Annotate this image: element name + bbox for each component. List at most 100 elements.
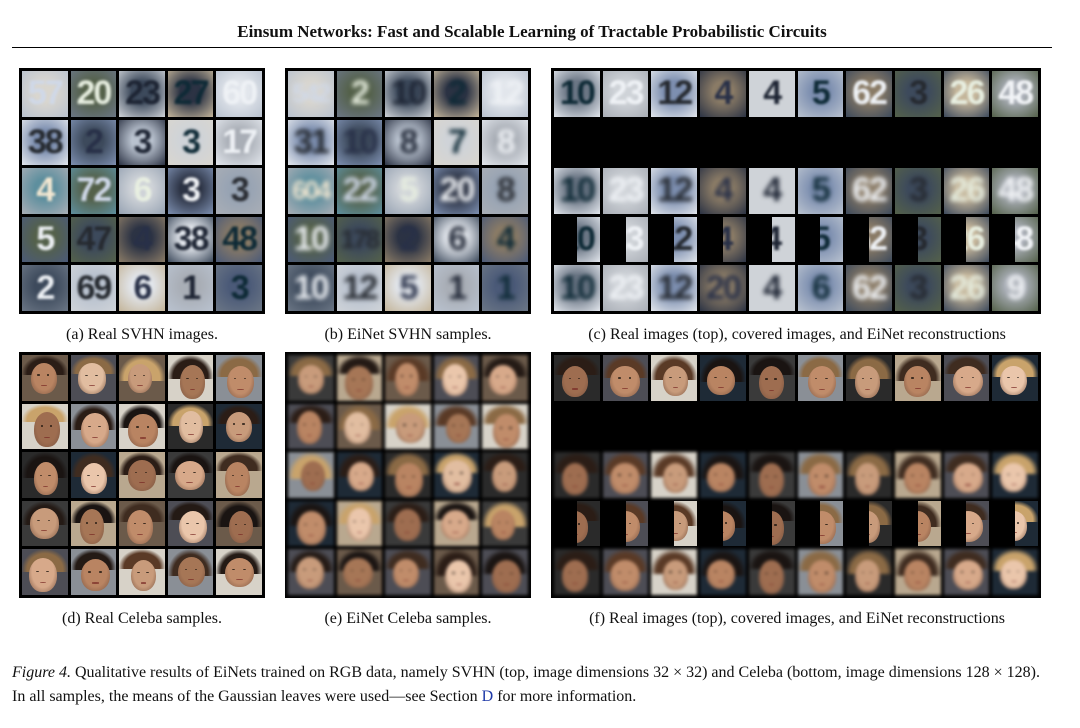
svhn-digit: 27	[173, 74, 210, 113]
svhn-tile: 48	[992, 168, 1038, 214]
face-tile	[119, 355, 165, 401]
face-mouth	[964, 581, 972, 583]
face-mouth	[1010, 483, 1017, 485]
svhn-digit: 4	[496, 220, 516, 259]
face-eye	[242, 568, 246, 571]
face-tile	[846, 452, 892, 498]
svhn-digit: 542	[292, 78, 331, 109]
svhn-digit: 4	[36, 171, 55, 210]
svhn-digit: 20	[706, 268, 742, 307]
face-hair	[119, 549, 165, 569]
face-oval	[492, 460, 518, 493]
face-tile	[894, 549, 941, 595]
face-oval	[662, 559, 689, 591]
face-eye	[87, 474, 90, 477]
face-eye	[510, 572, 513, 575]
figure-caption: Figure 4. Qualitative results of EiNets …	[12, 661, 1057, 709]
face-oval	[706, 559, 736, 590]
cover-half	[943, 500, 967, 547]
svhn-tile: 1	[167, 265, 214, 311]
section-link[interactable]: D	[481, 688, 494, 705]
svhn-tile: 8	[482, 119, 528, 166]
cover-half	[602, 216, 626, 263]
face-eye	[1016, 571, 1020, 573]
face-eye	[971, 474, 975, 476]
face-eye	[714, 473, 717, 475]
svhn-tile: 47	[70, 216, 117, 263]
svhn-tile: 27	[167, 71, 214, 117]
face-mouth	[189, 389, 196, 391]
face-tile	[894, 403, 941, 450]
cover-band	[748, 403, 795, 450]
face-oval	[1000, 462, 1027, 493]
face-eye	[920, 571, 924, 573]
svhn-tile: 2	[385, 216, 431, 263]
face-eye	[353, 520, 356, 522]
face-eye	[669, 571, 672, 573]
svhn-tile: 4	[748, 119, 795, 166]
svhn-digit: 3	[182, 171, 201, 210]
face-eye	[303, 569, 306, 571]
face-mouth	[1010, 386, 1017, 388]
face-eye	[714, 376, 717, 378]
svhn-tile: 12	[651, 216, 698, 263]
svhn-tile: 5	[385, 265, 431, 311]
svhn-digit: 23	[608, 171, 645, 210]
svhn-tile: 48	[992, 216, 1038, 263]
cover-band	[943, 403, 990, 450]
cover-band	[651, 403, 698, 450]
face-tile	[992, 549, 1038, 595]
face-tile	[846, 500, 892, 547]
svhn-tile: 10	[288, 265, 334, 311]
face-oval	[393, 558, 419, 589]
face-eye	[628, 523, 632, 525]
svhn-digit: 4	[714, 74, 733, 113]
panel-b-einet-svhn-samples: 542 2 10 2 12 31 10 8 7 8 604 22 5 20 8 10 178 2 6 4 10 12 5 1 1	[285, 68, 531, 314]
face-eye	[363, 473, 367, 475]
face-eye	[628, 474, 632, 476]
cover-half	[797, 500, 821, 547]
face-eye	[98, 425, 101, 428]
face-eye	[498, 472, 502, 474]
face-eye	[971, 571, 975, 573]
face-tile	[22, 355, 68, 401]
face-eye	[235, 523, 238, 525]
face-tile	[700, 500, 746, 547]
face-eye	[40, 425, 44, 427]
face-tile	[651, 355, 698, 401]
svhn-tile: 26	[943, 119, 990, 166]
svhn-digit: 17	[222, 122, 258, 161]
face-eye	[814, 572, 818, 574]
cover-band	[700, 403, 746, 450]
face-tile	[385, 355, 431, 401]
face-oval	[296, 511, 326, 545]
face-mouth	[672, 387, 679, 389]
face-tile	[22, 452, 68, 498]
face-eye	[960, 377, 964, 379]
face-tile	[288, 549, 334, 595]
face-eye	[232, 423, 236, 425]
face-oval	[561, 462, 589, 495]
cover-half	[651, 216, 675, 263]
page-title: Einsum Networks: Fast and Scalable Learn…	[237, 22, 827, 41]
face-eye	[496, 376, 499, 378]
figure-caption-text-end: for more information.	[493, 688, 637, 705]
svhn-digit: 23	[608, 74, 645, 113]
svhn-digit: 20	[76, 74, 112, 113]
face-eye	[137, 571, 140, 574]
face-tile	[700, 355, 746, 401]
face-oval	[347, 508, 372, 541]
face-tile	[70, 355, 117, 401]
svhn-digit: 57	[27, 74, 64, 113]
svhn-tile: 26	[943, 265, 990, 311]
face-oval	[758, 365, 784, 400]
face-eye	[870, 377, 873, 379]
cover-half	[992, 216, 1016, 263]
svhn-digit: 2	[350, 74, 370, 113]
figure-label: Figure 4.	[12, 664, 71, 681]
face-mouth	[186, 482, 193, 484]
face-mouth	[672, 533, 679, 535]
face-mouth	[403, 579, 409, 581]
svhn-tile: 6	[433, 216, 480, 263]
face-hair	[748, 549, 795, 570]
